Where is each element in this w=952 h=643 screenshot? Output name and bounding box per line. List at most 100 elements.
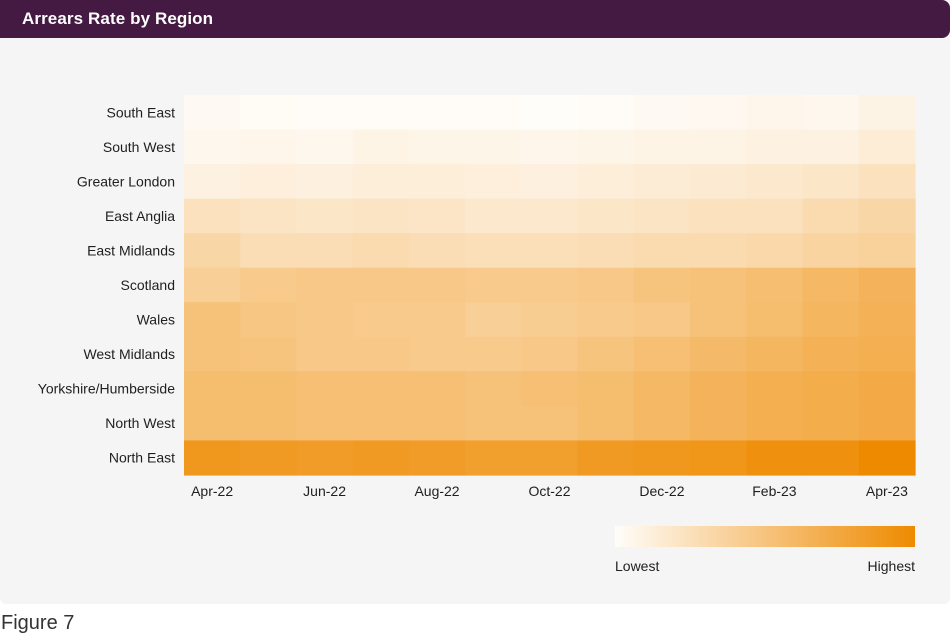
heatmap-cell xyxy=(802,233,860,269)
x-tick-label: Aug-22 xyxy=(414,483,459,499)
chart-title: Arrears Rate by Region xyxy=(22,9,214,28)
heatmap-cell xyxy=(858,371,916,407)
heatmap-cell xyxy=(352,371,410,407)
heatmap-cell xyxy=(577,405,635,442)
heatmap-cell xyxy=(296,95,354,131)
heatmap-cell xyxy=(746,371,804,407)
heatmap-cell xyxy=(633,440,691,476)
heatmap-cell xyxy=(633,267,691,303)
heatmap-cell xyxy=(690,95,747,131)
heatmap-cell xyxy=(240,95,298,131)
heatmap-cell xyxy=(690,129,747,165)
heatmap-cell xyxy=(802,95,860,131)
heatmap-cell xyxy=(577,129,635,165)
heatmap-cell xyxy=(296,405,354,442)
row-label: North West xyxy=(105,415,175,431)
row-label: Wales xyxy=(137,312,175,328)
heatmap-cell xyxy=(184,233,241,269)
heatmap-cell xyxy=(408,129,466,165)
legend-low-label: Lowest xyxy=(615,558,660,574)
heatmap-cell xyxy=(296,233,354,269)
heatmap-cell xyxy=(577,440,635,476)
heatmap-cell xyxy=(577,164,635,200)
heatmap-cell xyxy=(184,336,241,372)
heatmap-cell xyxy=(408,267,466,303)
heatmap-cell xyxy=(240,371,298,407)
heatmap-cell xyxy=(633,336,691,372)
heatmap-cell xyxy=(184,129,241,165)
heatmap-cell xyxy=(465,267,522,303)
heatmap-cell xyxy=(746,164,804,200)
x-tick-label: Jun-22 xyxy=(303,483,346,499)
heatmap-cell xyxy=(296,302,354,338)
heatmap-cell xyxy=(296,267,354,303)
heatmap-cell xyxy=(184,302,241,338)
heatmap-cell xyxy=(858,405,916,442)
heatmap-cell xyxy=(858,198,916,234)
heatmap-cell xyxy=(465,198,522,234)
heatmap-cell xyxy=(633,233,691,269)
heatmap-cell xyxy=(690,336,747,372)
heatmap-cell xyxy=(858,302,916,338)
heatmap-cell xyxy=(858,129,916,165)
heatmap-cell xyxy=(577,336,635,372)
row-label: East Anglia xyxy=(105,208,175,224)
heatmap-cell xyxy=(408,95,466,131)
heatmap-cell xyxy=(184,405,241,442)
heatmap-cell xyxy=(184,198,241,234)
heatmap-cell xyxy=(352,405,410,442)
heatmap-cell xyxy=(240,164,298,200)
heatmap-cell xyxy=(352,95,410,131)
row-label: North East xyxy=(109,450,175,466)
row-label: West Midlands xyxy=(83,346,175,362)
heatmap-cell xyxy=(521,267,579,303)
heatmap-cell xyxy=(746,95,804,131)
heatmap-cell xyxy=(521,198,579,234)
heatmap-cell xyxy=(408,164,466,200)
heatmap-cell xyxy=(296,129,354,165)
heatmap-cell xyxy=(184,440,241,476)
heatmap-cell xyxy=(858,267,916,303)
heatmap-cell xyxy=(746,336,804,372)
heatmap-cell xyxy=(802,371,860,407)
x-tick-label: Apr-23 xyxy=(866,483,908,499)
heatmap-cell xyxy=(184,95,241,131)
heatmap-cell xyxy=(633,198,691,234)
x-tick-label: Oct-22 xyxy=(528,483,570,499)
figure-caption: Figure 7 xyxy=(1,612,75,634)
heatmap-cell xyxy=(521,95,579,131)
heatmap-cell xyxy=(746,440,804,476)
heatmap-cell xyxy=(465,233,522,269)
heatmap-cell xyxy=(184,267,241,303)
heatmap-cell xyxy=(746,129,804,165)
heatmap-cell xyxy=(802,302,860,338)
heatmap-cell xyxy=(690,302,747,338)
heatmap-cell xyxy=(690,405,747,442)
legend-high-label: Highest xyxy=(867,558,915,574)
heatmap-cell xyxy=(296,371,354,407)
heatmap-cell xyxy=(577,302,635,338)
heatmap-cell xyxy=(465,336,522,372)
heatmap-cell xyxy=(184,371,241,407)
heatmap-cell xyxy=(240,440,298,476)
row-label: Yorkshire/Humberside xyxy=(38,381,175,397)
heatmap-cell xyxy=(858,233,916,269)
heatmap-cell xyxy=(240,405,298,442)
heatmap-cell xyxy=(465,129,522,165)
heatmap-cell xyxy=(858,164,916,200)
heatmap-cell xyxy=(858,336,916,372)
row-label: South West xyxy=(103,139,175,155)
heatmap-cell xyxy=(240,267,298,303)
heatmap-cell xyxy=(633,371,691,407)
heatmap-cell xyxy=(352,233,410,269)
heatmap-cell xyxy=(746,302,804,338)
heatmap-cell xyxy=(521,233,579,269)
heatmap-cell xyxy=(690,267,747,303)
heatmap-cell xyxy=(352,198,410,234)
heatmap-cell xyxy=(352,164,410,200)
heatmap-cell xyxy=(521,336,579,372)
heatmap-cell xyxy=(296,198,354,234)
heatmap-cell xyxy=(802,440,860,476)
heatmap-cell xyxy=(577,233,635,269)
heatmap-cell xyxy=(633,95,691,131)
